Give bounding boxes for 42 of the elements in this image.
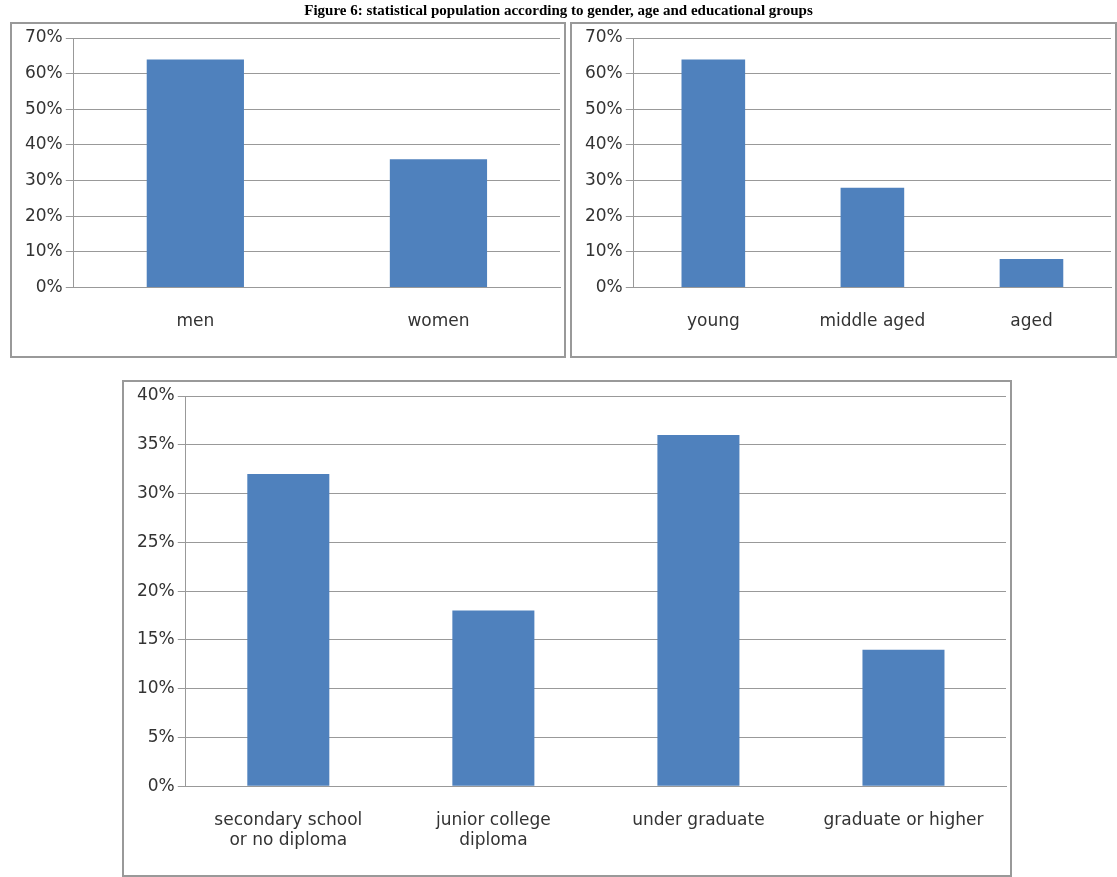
bar — [999, 259, 1064, 288]
x-tick-label: aged — [1010, 310, 1053, 331]
x-tick-label: graduate or higher — [823, 808, 984, 829]
bar — [681, 59, 746, 288]
x-tick-label: middle aged — [819, 310, 926, 331]
y-tick-label: 40% — [24, 133, 63, 154]
bar — [840, 187, 905, 288]
y-tick-label: 15% — [136, 628, 175, 649]
bar — [247, 474, 330, 786]
x-tick-label: secondary school or no diploma — [214, 808, 363, 850]
x-tick-label: junior college diploma — [435, 808, 551, 850]
y-tick-label: 35% — [136, 433, 175, 454]
bar — [657, 435, 740, 786]
y-tick-label: 30% — [24, 169, 63, 190]
y-tick-label: 20% — [136, 579, 175, 600]
x-tick-label: under graduate — [632, 808, 765, 829]
y-tick-label: 40% — [584, 133, 623, 154]
bar — [862, 649, 945, 786]
y-tick-label: 70% — [24, 26, 63, 47]
y-tick-label: 0% — [35, 276, 63, 297]
y-tick-label: 0% — [595, 276, 623, 297]
y-tick-label: 40% — [136, 384, 175, 405]
x-tick-label: young — [686, 310, 740, 331]
y-tick-label: 70% — [584, 26, 623, 47]
y-tick-label: 0% — [147, 774, 175, 795]
y-tick-label: 5% — [147, 725, 175, 746]
y-tick-label: 50% — [24, 97, 63, 118]
y-tick-label: 10% — [24, 240, 63, 261]
y-tick-label: 20% — [584, 204, 623, 225]
y-tick-label: 20% — [24, 204, 63, 225]
bar — [452, 610, 535, 786]
y-tick-label: 10% — [584, 240, 623, 261]
y-tick-label: 30% — [136, 481, 175, 502]
y-tick-label: 50% — [584, 97, 623, 118]
y-tick-label: 10% — [136, 677, 175, 698]
y-tick-label: 60% — [584, 62, 623, 83]
x-tick-label: men — [176, 310, 215, 331]
chart-title: Figure 6: statistical population according to gender, age and educational groups — [303, 1, 814, 20]
x-tick-label: women — [407, 310, 470, 331]
y-tick-label: 60% — [24, 62, 63, 83]
y-tick-label: 30% — [584, 169, 623, 190]
y-tick-label: 25% — [136, 530, 175, 551]
